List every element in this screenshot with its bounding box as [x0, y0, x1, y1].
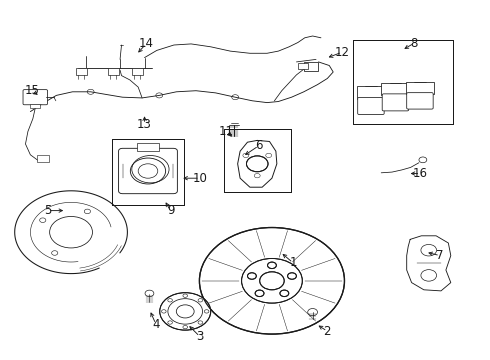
Circle shape — [260, 272, 284, 290]
Bar — [76, 68, 87, 75]
Bar — [381, 83, 410, 95]
Bar — [406, 82, 434, 94]
Text: 8: 8 — [410, 37, 418, 50]
Bar — [298, 63, 308, 69]
FancyBboxPatch shape — [382, 94, 409, 111]
Circle shape — [247, 273, 256, 279]
Text: 2: 2 — [323, 325, 331, 338]
Circle shape — [288, 273, 296, 279]
Circle shape — [160, 293, 211, 330]
Circle shape — [421, 244, 437, 256]
Text: 1: 1 — [289, 256, 297, 269]
FancyBboxPatch shape — [119, 148, 177, 194]
Bar — [112, 139, 184, 205]
Bar — [112, 139, 184, 205]
Text: 11: 11 — [219, 125, 234, 138]
Bar — [353, 40, 453, 124]
Bar — [357, 86, 385, 99]
Text: 9: 9 — [167, 204, 174, 217]
Circle shape — [268, 262, 276, 269]
Bar — [108, 68, 119, 75]
Text: 3: 3 — [196, 330, 204, 343]
Circle shape — [204, 310, 209, 313]
Circle shape — [162, 310, 166, 313]
Text: 16: 16 — [413, 167, 428, 180]
Circle shape — [183, 294, 188, 297]
Circle shape — [246, 156, 268, 172]
Text: 13: 13 — [137, 118, 152, 131]
Circle shape — [421, 270, 437, 281]
Circle shape — [198, 321, 203, 324]
Text: 14: 14 — [139, 37, 153, 50]
FancyBboxPatch shape — [23, 90, 48, 105]
Bar — [137, 143, 159, 151]
Circle shape — [198, 298, 203, 302]
Bar — [37, 155, 49, 162]
Circle shape — [255, 290, 264, 297]
Circle shape — [168, 321, 172, 324]
Text: 5: 5 — [44, 204, 52, 217]
Bar — [224, 129, 291, 192]
FancyBboxPatch shape — [358, 98, 384, 114]
Circle shape — [130, 158, 166, 184]
Bar — [224, 129, 291, 192]
Text: 7: 7 — [436, 249, 444, 262]
FancyBboxPatch shape — [407, 93, 433, 109]
Circle shape — [183, 325, 188, 329]
Polygon shape — [238, 140, 277, 187]
Bar — [30, 104, 40, 108]
Text: 6: 6 — [255, 139, 263, 152]
Bar — [304, 62, 318, 71]
Text: 15: 15 — [24, 84, 39, 97]
Circle shape — [168, 298, 172, 302]
Polygon shape — [407, 236, 451, 291]
Text: 4: 4 — [152, 318, 160, 330]
Bar — [132, 68, 143, 75]
Text: 12: 12 — [335, 46, 349, 59]
Text: 10: 10 — [193, 172, 207, 185]
Circle shape — [199, 228, 344, 334]
Circle shape — [242, 258, 302, 303]
Bar — [353, 40, 453, 124]
Circle shape — [280, 290, 289, 297]
